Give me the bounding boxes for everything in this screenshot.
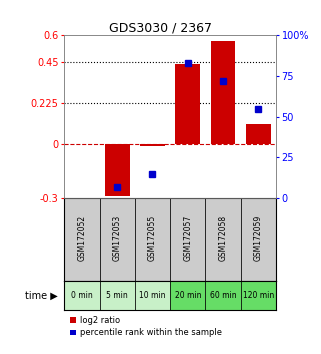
- Bar: [64, 281, 100, 310]
- Bar: [211, 41, 235, 144]
- Text: GSM172055: GSM172055: [148, 215, 157, 261]
- Bar: [175, 64, 200, 144]
- Text: GSM172059: GSM172059: [254, 215, 263, 261]
- Text: 60 min: 60 min: [210, 291, 236, 300]
- Bar: [241, 198, 276, 281]
- Text: GDS3030 / 2367: GDS3030 / 2367: [109, 21, 212, 34]
- Text: time ▶: time ▶: [25, 291, 58, 301]
- Bar: [246, 124, 271, 144]
- Bar: [205, 281, 241, 310]
- Text: GSM172052: GSM172052: [77, 215, 86, 261]
- Bar: [140, 144, 165, 145]
- Text: GSM172058: GSM172058: [219, 215, 228, 261]
- Text: 0 min: 0 min: [71, 291, 93, 300]
- Text: 5 min: 5 min: [106, 291, 128, 300]
- Bar: [135, 198, 170, 281]
- Text: GSM172057: GSM172057: [183, 215, 192, 261]
- Legend: log2 ratio, percentile rank within the sample: log2 ratio, percentile rank within the s…: [68, 314, 224, 339]
- Text: 20 min: 20 min: [175, 291, 201, 300]
- Bar: [241, 281, 276, 310]
- Text: 120 min: 120 min: [243, 291, 274, 300]
- Bar: [205, 198, 241, 281]
- Bar: [100, 281, 135, 310]
- Bar: [170, 198, 205, 281]
- Text: GSM172053: GSM172053: [113, 215, 122, 261]
- Bar: [135, 281, 170, 310]
- Bar: [170, 281, 205, 310]
- Bar: [64, 198, 100, 281]
- Bar: [105, 144, 129, 196]
- Text: 10 min: 10 min: [139, 291, 166, 300]
- Bar: [100, 198, 135, 281]
